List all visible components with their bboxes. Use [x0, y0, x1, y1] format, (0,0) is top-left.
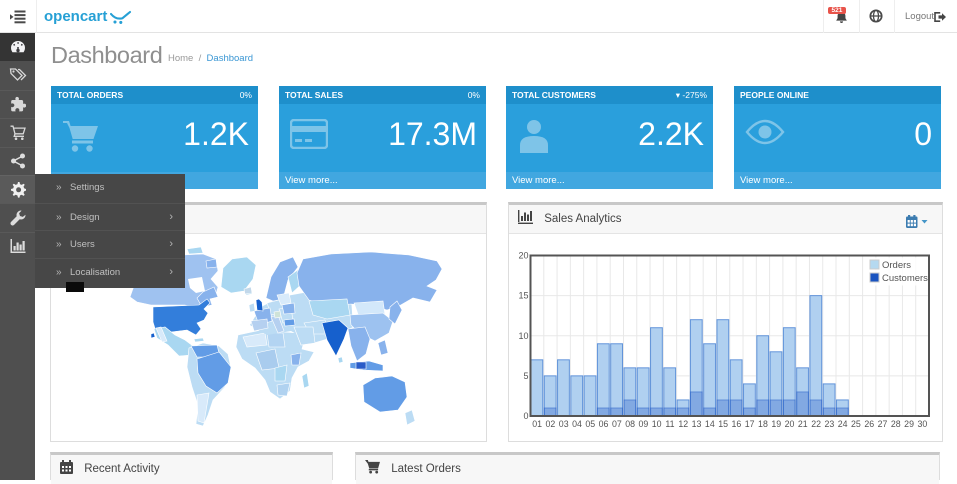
- svg-text:22: 22: [811, 419, 821, 429]
- svg-text:02: 02: [546, 419, 556, 429]
- svg-text:08: 08: [625, 419, 635, 429]
- svg-text:11: 11: [665, 419, 674, 429]
- svg-text:10: 10: [652, 419, 662, 429]
- svg-text:20: 20: [518, 251, 528, 261]
- svg-text:20: 20: [785, 419, 795, 429]
- svg-text:27: 27: [878, 419, 888, 429]
- svg-text:19: 19: [771, 419, 781, 429]
- svg-text:29: 29: [904, 419, 914, 429]
- svg-text:17: 17: [745, 419, 755, 429]
- svg-text:26: 26: [864, 419, 874, 429]
- svg-text:01: 01: [532, 419, 542, 429]
- svg-text:24: 24: [838, 419, 848, 429]
- svg-text:10: 10: [518, 331, 528, 341]
- svg-text:0: 0: [523, 411, 528, 421]
- svg-text:05: 05: [585, 419, 595, 429]
- svg-text:23: 23: [824, 419, 834, 429]
- svg-text:04: 04: [572, 419, 582, 429]
- svg-text:09: 09: [639, 419, 649, 429]
- svg-text:Customers: Customers: [882, 273, 928, 284]
- svg-text:15: 15: [718, 419, 728, 429]
- svg-text:5: 5: [523, 371, 528, 381]
- svg-text:14: 14: [705, 419, 715, 429]
- svg-text:03: 03: [559, 419, 569, 429]
- svg-text:06: 06: [599, 419, 609, 429]
- svg-text:18: 18: [758, 419, 768, 429]
- svg-text:21: 21: [798, 419, 808, 429]
- svg-text:12: 12: [678, 419, 688, 429]
- svg-text:28: 28: [891, 419, 901, 429]
- svg-text:16: 16: [731, 419, 741, 429]
- svg-text:Orders: Orders: [882, 260, 911, 271]
- svg-text:15: 15: [518, 291, 528, 301]
- svg-text:13: 13: [692, 419, 702, 429]
- svg-text:07: 07: [612, 419, 622, 429]
- svg-text:30: 30: [917, 419, 927, 429]
- svg-text:25: 25: [851, 419, 861, 429]
